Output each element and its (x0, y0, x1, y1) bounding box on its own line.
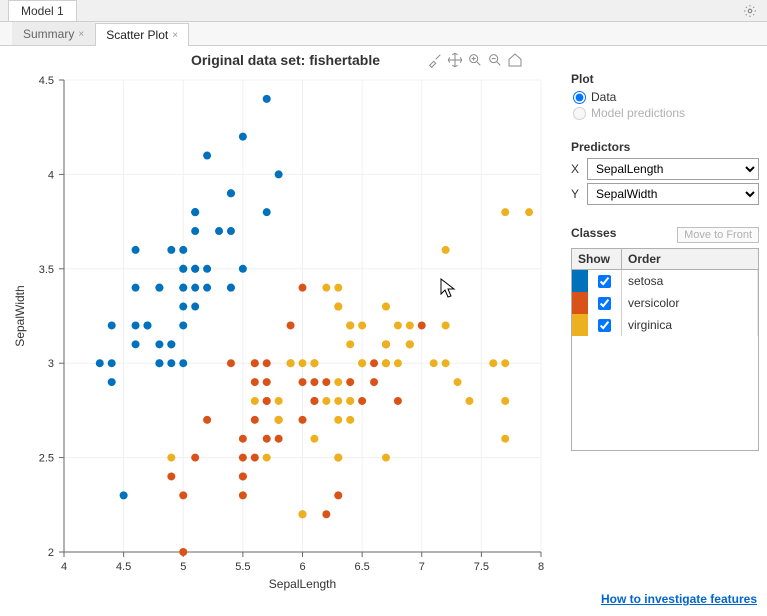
col-show-header: Show (572, 249, 622, 269)
class-name-label: virginica (622, 314, 758, 336)
radio-data[interactable] (573, 91, 586, 104)
predictor-y-select[interactable]: SepalWidth (587, 183, 759, 205)
class-color-swatch (572, 292, 588, 314)
radio-predictions (573, 107, 586, 120)
scatter-plot-pane: Original data set: fishertable 44.555.56… (8, 52, 563, 608)
svg-text:7: 7 (419, 561, 425, 573)
tab-scatter-label: Scatter Plot (106, 28, 168, 42)
class-color-swatch (572, 270, 588, 292)
class-show-checkbox[interactable] (598, 319, 611, 332)
plot-section-title: Plot (571, 72, 759, 86)
predictors-section: Predictors X SepalLength Y SepalWidth (571, 140, 759, 208)
class-row[interactable]: virginica (572, 314, 758, 336)
svg-text:8: 8 (538, 561, 544, 573)
svg-text:6: 6 (299, 561, 305, 573)
class-row[interactable]: versicolor (572, 292, 758, 314)
plot-section: Plot Data Model predictions (571, 72, 759, 122)
side-panel: Plot Data Model predictions Predictors X (571, 52, 759, 608)
svg-text:3.5: 3.5 (39, 264, 54, 276)
class-show-checkbox[interactable] (598, 297, 611, 310)
class-show-checkbox[interactable] (598, 275, 611, 288)
close-icon[interactable]: × (78, 29, 84, 40)
radio-data-row[interactable]: Data (573, 90, 759, 104)
predictors-title: Predictors (571, 140, 759, 154)
svg-text:3: 3 (48, 358, 54, 370)
radio-predictions-label: Model predictions (591, 106, 685, 120)
tab-summary-label: Summary (23, 27, 74, 41)
radio-data-label: Data (591, 90, 616, 104)
svg-text:4: 4 (48, 169, 54, 181)
gear-icon[interactable] (743, 4, 757, 21)
svg-text:4.5: 4.5 (116, 561, 131, 573)
svg-text:2.5: 2.5 (39, 453, 54, 465)
model-tab-strip: Model 1 (0, 0, 767, 22)
model-tab-label: Model 1 (21, 4, 64, 18)
svg-text:6.5: 6.5 (354, 561, 369, 573)
hide-panel-icon[interactable] (749, 46, 767, 49)
svg-text:7.5: 7.5 (474, 561, 489, 573)
classes-title: Classes (571, 226, 616, 240)
move-to-front-button: Move to Front (677, 227, 759, 243)
y-axis-label: SepalWidth (13, 285, 27, 346)
radio-predictions-row: Model predictions (573, 106, 759, 120)
predictor-x-select[interactable]: SepalLength (587, 158, 759, 180)
class-row[interactable]: setosa (572, 270, 758, 292)
class-color-swatch (572, 314, 588, 336)
svg-text:2: 2 (48, 547, 54, 559)
svg-text:4.5: 4.5 (39, 75, 54, 87)
x-axis-label: SepalLength (269, 577, 336, 591)
inner-tab-strip: Summary × Scatter Plot × (0, 22, 767, 46)
model-tab[interactable]: Model 1 (8, 0, 77, 21)
tab-summary[interactable]: Summary × (12, 22, 95, 45)
svg-text:5.5: 5.5 (235, 561, 250, 573)
class-name-label: versicolor (622, 292, 758, 314)
class-name-label: setosa (622, 270, 758, 292)
close-icon[interactable]: × (172, 30, 178, 41)
col-order-header: Order (622, 249, 758, 269)
predictor-x-label: X (571, 162, 581, 176)
classes-section: Classes Move to Front Show Order setosav… (571, 226, 759, 608)
svg-text:4: 4 (61, 561, 67, 573)
investigate-features-link[interactable]: How to investigate features (601, 592, 757, 606)
tab-scatter-plot[interactable]: Scatter Plot × (95, 23, 189, 46)
classes-table: Show Order setosaversicolorvirginica (571, 248, 759, 451)
scatter-plot[interactable]: 4 4.5 5 5.5 6 6.5 7 7.5 8 2 2.5 3 3.5 4 4.5 SepalLength… (8, 56, 553, 596)
svg-text:5: 5 (180, 561, 186, 573)
predictor-y-label: Y (571, 187, 581, 201)
